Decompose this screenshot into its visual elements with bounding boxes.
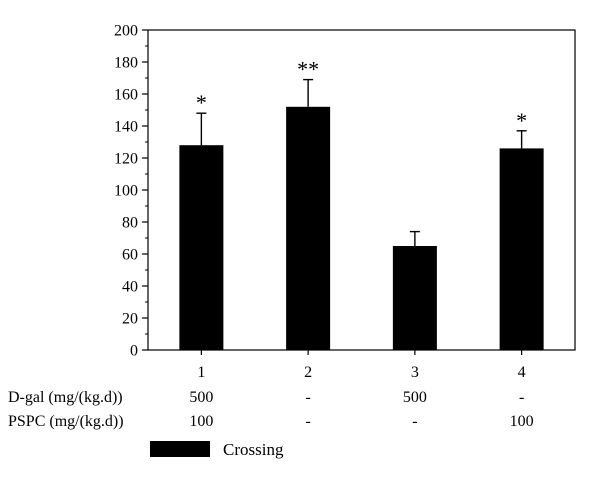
significance-marker: * [516,108,527,133]
dose-cell: 100 [189,413,213,430]
x-tick-label: 3 [411,364,419,381]
y-tick-label: 160 [114,87,138,104]
bar [286,106,331,350]
y-tick-label: 80 [122,215,138,232]
y-tick-label: 20 [122,311,138,328]
x-tick-label: 1 [197,364,205,381]
bars [179,78,544,350]
bar [392,246,437,350]
significance-marker: ** [297,57,319,82]
dose-cell: 100 [510,413,534,430]
y-tick-label: 140 [114,119,138,136]
legend-label: Crossing [223,440,284,459]
axes: 0 20 40 60 80 100 120 140 160 180 200 [114,23,576,360]
dose-cell: - [412,413,417,430]
y-tick-label: 180 [114,55,138,72]
significance-marker: * [196,90,207,115]
bar [179,145,224,350]
dose-cell: - [519,389,524,406]
dose-cell: 500 [189,389,213,406]
y-tick-label: 0 [130,343,138,360]
bar [499,148,544,350]
dose-row-label: PSPC (mg/(kg.d)) [8,413,124,430]
y-tick-label: 60 [122,247,138,264]
dose-row-label: D-gal (mg/(kg.d)) [8,389,123,406]
x-tick-label: 2 [304,364,312,381]
y-tick-label: 40 [122,279,138,296]
y-tick-label: 200 [114,23,138,40]
dose-cell: - [305,413,310,430]
labels: * 1 ** 2 3 * 4 [196,57,527,381]
dose-cell: - [305,389,310,406]
dose-table: D-gal (mg/(kg.d)) 500 - 500 - PSPC (mg/(kg.d)… [8,389,534,430]
x-tick-label: 4 [518,364,526,381]
dose-cell: 500 [403,389,427,406]
y-tick-label: 120 [114,151,138,168]
legend-swatch [150,441,210,457]
y-tick-label: 100 [114,183,138,200]
legend: Crossing [150,440,284,459]
